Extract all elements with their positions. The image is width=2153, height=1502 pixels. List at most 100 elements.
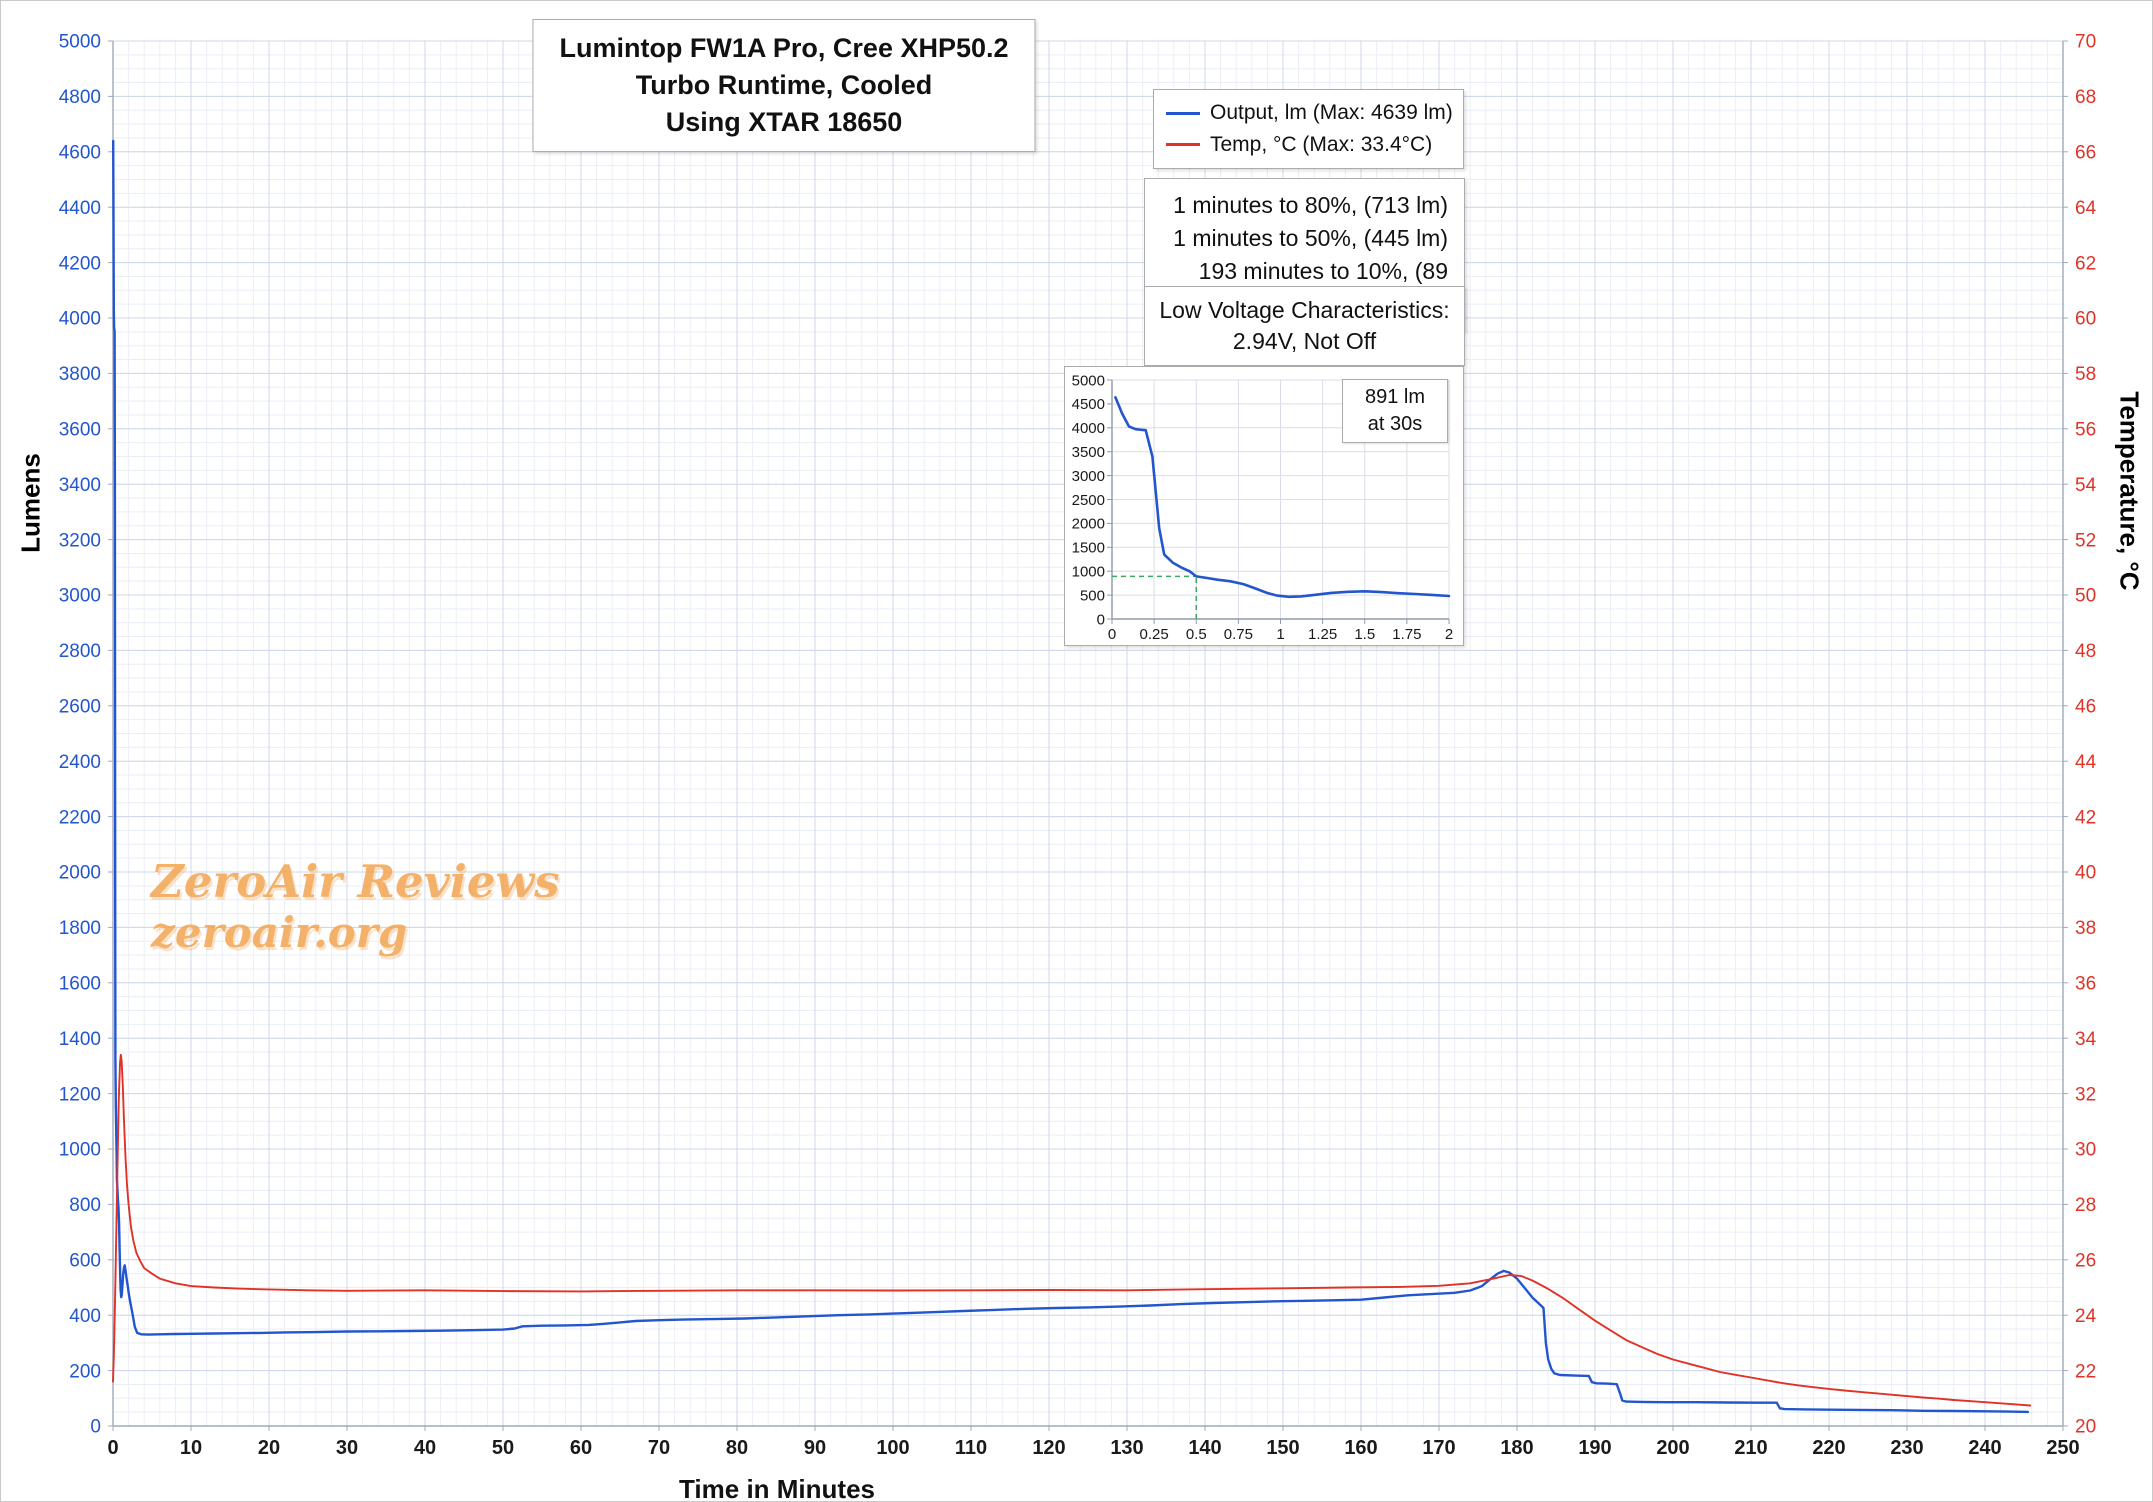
- svg-text:3200: 3200: [59, 530, 101, 551]
- runtime-to-80: 1 minutes to 80%, (713 lm): [1173, 192, 1448, 218]
- svg-text:3500: 3500: [1072, 444, 1105, 461]
- svg-text:0.75: 0.75: [1224, 626, 1253, 643]
- svg-text:3000: 3000: [59, 586, 101, 607]
- svg-text:46: 46: [2075, 696, 2096, 717]
- svg-text:120: 120: [1032, 1437, 1065, 1459]
- svg-text:2200: 2200: [59, 807, 101, 828]
- svg-text:170: 170: [1422, 1437, 1455, 1459]
- svg-text:1.5: 1.5: [1354, 626, 1375, 643]
- chart-title-line-1: Lumintop FW1A Pro, Cree XHP50.2: [559, 33, 1009, 63]
- low-voltage-line-2: 2.94V, Not Off: [1232, 328, 1377, 354]
- x-axis-title: Time in Minutes: [679, 1474, 875, 1502]
- svg-text:2500: 2500: [1072, 492, 1105, 509]
- watermark-url: zeroair.org: [151, 908, 408, 958]
- temp-line-swatch: [1166, 143, 1200, 147]
- svg-text:52: 52: [2075, 530, 2096, 551]
- svg-text:0.25: 0.25: [1140, 626, 1169, 643]
- svg-text:3800: 3800: [59, 364, 101, 385]
- svg-text:24: 24: [2075, 1306, 2097, 1327]
- svg-text:5000: 5000: [1072, 372, 1105, 389]
- svg-text:2600: 2600: [59, 696, 101, 717]
- svg-text:62: 62: [2075, 253, 2096, 274]
- svg-text:140: 140: [1188, 1437, 1221, 1459]
- svg-text:2400: 2400: [59, 752, 101, 773]
- svg-text:1.25: 1.25: [1308, 626, 1337, 643]
- svg-text:40: 40: [2075, 863, 2096, 884]
- chart-title-line-2: Turbo Runtime, Cooled: [635, 70, 933, 100]
- svg-text:0.5: 0.5: [1186, 626, 1207, 643]
- svg-text:0: 0: [90, 1417, 101, 1438]
- svg-text:150: 150: [1266, 1437, 1299, 1459]
- svg-text:64: 64: [2075, 198, 2097, 219]
- svg-text:60: 60: [2075, 309, 2096, 330]
- svg-text:130: 130: [1110, 1437, 1143, 1459]
- output-line-swatch: [1166, 111, 1200, 115]
- legend-label-temp: Temp, °C (Max: 33.4°C): [1210, 132, 1433, 156]
- svg-text:32: 32: [2075, 1084, 2096, 1105]
- svg-text:1800: 1800: [59, 918, 101, 939]
- svg-text:220: 220: [1812, 1437, 1845, 1459]
- svg-text:0: 0: [1097, 611, 1105, 628]
- svg-text:2000: 2000: [59, 863, 101, 884]
- svg-text:34: 34: [2075, 1029, 2097, 1050]
- low-voltage-box: Low Voltage Characteristics: 2.94V, Not …: [1144, 286, 1465, 366]
- y-left-axis-title: Lumens: [15, 453, 46, 553]
- svg-text:50: 50: [2075, 586, 2096, 607]
- svg-text:1400: 1400: [59, 1029, 101, 1050]
- svg-text:1500: 1500: [1072, 540, 1105, 557]
- svg-text:0: 0: [1108, 626, 1116, 643]
- svg-text:100: 100: [876, 1437, 909, 1459]
- svg-text:200: 200: [69, 1361, 101, 1382]
- runtime-to-50: 1 minutes to 50%, (445 lm): [1173, 225, 1448, 251]
- svg-text:1.75: 1.75: [1392, 626, 1421, 643]
- svg-text:4200: 4200: [59, 253, 101, 274]
- svg-text:4600: 4600: [59, 142, 101, 163]
- low-voltage-line-1: Low Voltage Characteristics:: [1159, 297, 1450, 323]
- svg-text:68: 68: [2075, 87, 2096, 108]
- svg-text:4000: 4000: [59, 309, 101, 330]
- svg-text:20: 20: [258, 1437, 280, 1459]
- svg-text:56: 56: [2075, 419, 2096, 440]
- watermark: ZeroAir Reviews zeroair.org: [151, 855, 560, 958]
- svg-text:70: 70: [648, 1437, 670, 1459]
- svg-text:230: 230: [1890, 1437, 1923, 1459]
- svg-text:66: 66: [2075, 142, 2096, 163]
- svg-text:36: 36: [2075, 973, 2096, 994]
- svg-text:240: 240: [1968, 1437, 2001, 1459]
- svg-text:180: 180: [1500, 1437, 1533, 1459]
- svg-text:22: 22: [2075, 1361, 2096, 1382]
- svg-text:80: 80: [726, 1437, 748, 1459]
- svg-text:4800: 4800: [59, 87, 101, 108]
- svg-text:10: 10: [180, 1437, 202, 1459]
- watermark-site-name: ZeroAir Reviews: [151, 855, 560, 908]
- svg-text:2: 2: [1445, 626, 1453, 643]
- svg-text:28: 28: [2075, 1195, 2096, 1216]
- svg-text:44: 44: [2075, 752, 2097, 773]
- legend-label-output: Output, lm (Max: 4639 lm): [1210, 101, 1453, 125]
- svg-text:250: 250: [2046, 1437, 2079, 1459]
- svg-text:48: 48: [2075, 641, 2096, 662]
- chart-title-box: Lumintop FW1A Pro, Cree XHP50.2 Turbo Ru…: [532, 19, 1036, 152]
- legend-item-temp: Temp, °C (Max: 33.4°C): [1166, 133, 1451, 157]
- svg-text:200: 200: [1656, 1437, 1689, 1459]
- svg-text:50: 50: [492, 1437, 514, 1459]
- svg-text:60: 60: [570, 1437, 592, 1459]
- inset-annotation-line-2: at 30s: [1367, 413, 1423, 435]
- svg-text:0: 0: [107, 1437, 118, 1459]
- svg-text:70: 70: [2075, 32, 2096, 53]
- svg-text:3000: 3000: [1072, 468, 1105, 485]
- svg-text:42: 42: [2075, 807, 2096, 828]
- svg-text:190: 190: [1578, 1437, 1611, 1459]
- svg-text:1600: 1600: [59, 973, 101, 994]
- svg-text:600: 600: [69, 1250, 101, 1271]
- chart-title-line-3: Using XTAR 18650: [665, 107, 903, 137]
- svg-text:90: 90: [804, 1437, 826, 1459]
- svg-text:54: 54: [2075, 475, 2097, 496]
- svg-text:160: 160: [1344, 1437, 1377, 1459]
- chart-legend: Output, lm (Max: 4639 lm) Temp, °C (Max:…: [1153, 89, 1464, 169]
- inset-annotation-line-1: 891 lm: [1364, 386, 1426, 408]
- svg-text:4500: 4500: [1072, 396, 1105, 413]
- svg-text:38: 38: [2075, 918, 2096, 939]
